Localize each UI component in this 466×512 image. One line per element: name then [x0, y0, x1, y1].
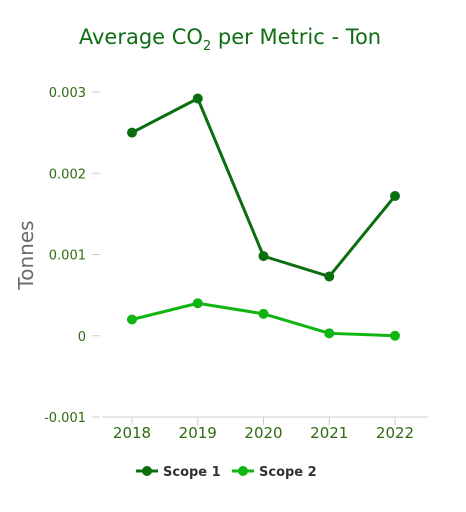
legend: Scope 1 Scope 2 — [136, 465, 317, 480]
y-axis-label: Tonnes — [14, 220, 38, 290]
legend-item-2[interactable]: Scope 2 — [232, 465, 317, 480]
data-point[interactable] — [258, 251, 269, 262]
legend-label: Scope 1 — [163, 465, 221, 480]
data-point[interactable] — [324, 271, 335, 282]
data-point[interactable] — [390, 330, 400, 341]
y-axis: -0.001 0 0.001 0.002 0.003 — [44, 86, 100, 426]
legend-label: Scope 2 — [259, 465, 317, 480]
data-point[interactable] — [127, 314, 137, 325]
data-point[interactable] — [324, 328, 335, 339]
y-tick-label: 0.001 — [49, 249, 86, 264]
x-tick-label: 2021 — [310, 424, 348, 442]
legend-marker — [142, 466, 152, 476]
legend-marker — [238, 466, 248, 476]
y-tick-label: 0.002 — [49, 167, 86, 182]
chart-title: Average CO2 per Metric - Ton — [79, 25, 381, 54]
data-point[interactable] — [192, 298, 203, 309]
series-1 — [127, 93, 400, 282]
legend-item-1[interactable]: Scope 1 — [136, 465, 221, 480]
series-line — [131, 97, 397, 278]
chart-title-subscript: 2 — [203, 39, 211, 54]
chart-title-suffix: per Metric - Ton — [211, 25, 381, 49]
x-tick-label: 2020 — [244, 424, 282, 442]
y-tick-label: 0 — [78, 330, 86, 345]
y-tick-label: -0.001 — [44, 411, 86, 426]
x-tick-label: 2022 — [376, 424, 414, 442]
data-point[interactable] — [192, 93, 203, 104]
y-tick-label: 0.003 — [49, 86, 86, 101]
x-axis: 2018 2019 2020 2021 2022 — [102, 416, 428, 442]
x-tick-label: 2018 — [113, 424, 151, 442]
chart-title-prefix: Average CO — [79, 25, 203, 49]
x-tick-label: 2019 — [179, 424, 217, 442]
series-2 — [127, 298, 400, 341]
data-point[interactable] — [258, 308, 269, 319]
data-point[interactable] — [127, 127, 137, 138]
plot-area — [127, 93, 400, 341]
series-line — [131, 301, 396, 338]
data-point[interactable] — [390, 191, 400, 201]
